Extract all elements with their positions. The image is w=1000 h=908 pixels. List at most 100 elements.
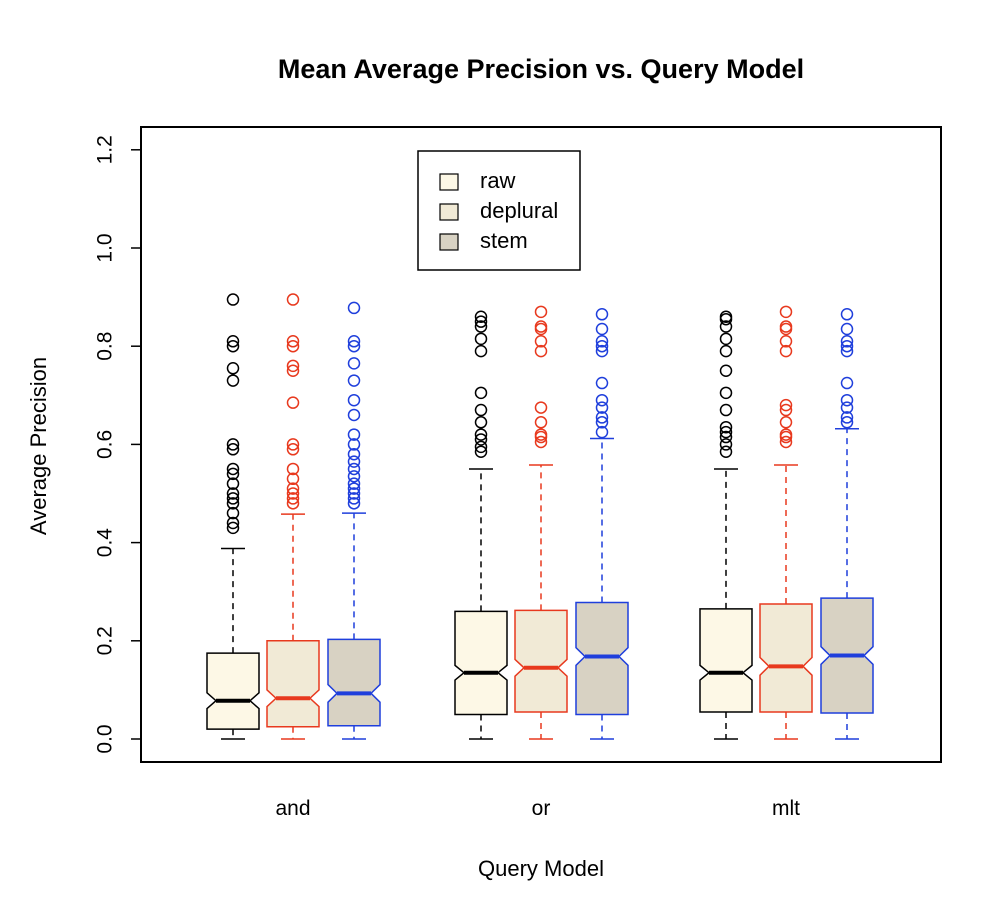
outlier-point bbox=[779, 322, 793, 336]
outlier-point bbox=[286, 462, 300, 476]
outlier-point bbox=[779, 403, 793, 417]
outlier-point bbox=[840, 401, 854, 414]
box-stem-or bbox=[575, 308, 629, 740]
outlier-point bbox=[840, 376, 854, 390]
outlier-point bbox=[286, 396, 300, 409]
outlier-point bbox=[840, 322, 854, 336]
outlier-point bbox=[719, 364, 733, 377]
outlier-point bbox=[286, 364, 300, 377]
outlier-point bbox=[595, 308, 609, 321]
outlier-point bbox=[840, 339, 854, 353]
x-axis-label: Query Model bbox=[478, 856, 604, 881]
box-raw-mlt bbox=[699, 310, 753, 740]
outlier-point bbox=[840, 411, 854, 424]
legend-swatch-stem bbox=[439, 233, 459, 251]
outlier-point bbox=[779, 398, 793, 412]
outlier-point bbox=[347, 492, 361, 505]
outlier-point bbox=[474, 315, 488, 328]
outlier-point bbox=[474, 428, 488, 441]
outlier-point bbox=[226, 487, 240, 500]
y-tick-label: 1.2 bbox=[94, 135, 117, 164]
outlier-point bbox=[347, 477, 361, 490]
box-deplural-and bbox=[266, 293, 320, 740]
legend-swatch-raw bbox=[439, 173, 459, 191]
outlier-point bbox=[534, 322, 548, 336]
outlier-point bbox=[719, 403, 733, 417]
outlier-point bbox=[474, 403, 488, 417]
outlier-point bbox=[474, 445, 488, 459]
box-raw-and bbox=[206, 293, 260, 740]
outlier-point bbox=[286, 443, 300, 456]
box-raw-or bbox=[454, 310, 508, 740]
outlier-point bbox=[286, 293, 300, 306]
legend-swatch-deplural bbox=[439, 203, 459, 221]
outlier-point bbox=[534, 435, 548, 449]
outlier-point bbox=[226, 492, 240, 505]
box-body bbox=[327, 638, 381, 727]
outlier-point bbox=[595, 393, 609, 407]
outlier-point bbox=[779, 435, 793, 449]
outlier-point bbox=[226, 443, 240, 456]
outlier-point bbox=[779, 320, 793, 333]
outlier-point bbox=[595, 339, 609, 353]
outlier-point bbox=[347, 335, 361, 348]
outlier-point bbox=[347, 428, 361, 441]
outlier-point bbox=[474, 440, 488, 454]
legend-label-raw: raw bbox=[480, 168, 516, 193]
outlier-point bbox=[595, 416, 609, 429]
outlier-point bbox=[286, 482, 300, 495]
box-body bbox=[266, 640, 320, 728]
outlier-point bbox=[595, 322, 609, 336]
outlier-point bbox=[474, 320, 488, 333]
y-tick-label: 1.0 bbox=[94, 233, 117, 262]
y-axis-label: Average Precision bbox=[26, 357, 51, 535]
outlier-point bbox=[347, 487, 361, 500]
outlier-point bbox=[595, 425, 609, 439]
outlier-point bbox=[347, 447, 361, 461]
outlier-point bbox=[840, 344, 854, 358]
box-body bbox=[699, 608, 753, 713]
outlier-point bbox=[719, 445, 733, 459]
chart-title: Mean Average Precision vs. Query Model bbox=[278, 54, 804, 84]
outlier-point bbox=[286, 487, 300, 500]
outlier-point bbox=[347, 301, 361, 315]
outlier-point bbox=[286, 497, 300, 510]
outlier-point bbox=[347, 497, 361, 510]
outlier-point bbox=[226, 462, 240, 476]
series-stem bbox=[327, 301, 874, 740]
outlier-point bbox=[779, 416, 793, 429]
outlier-point bbox=[474, 344, 488, 358]
outlier-point bbox=[226, 497, 240, 510]
outlier-point bbox=[474, 332, 488, 346]
outlier-point bbox=[719, 344, 733, 358]
outlier-point bbox=[226, 374, 240, 387]
y-tick-label: 0.8 bbox=[94, 332, 117, 361]
outlier-point bbox=[534, 428, 548, 441]
box-series bbox=[206, 293, 874, 740]
outlier-point bbox=[226, 506, 240, 520]
outlier-point bbox=[595, 376, 609, 390]
legend: raw deplural stem bbox=[417, 150, 581, 271]
outlier-point bbox=[226, 362, 240, 375]
outlier-point bbox=[719, 320, 733, 333]
outlier-point bbox=[840, 308, 854, 321]
outlier-point bbox=[286, 359, 300, 373]
legend-label-deplural: deplural bbox=[480, 198, 558, 223]
outlier-point bbox=[347, 357, 361, 370]
outlier-point bbox=[534, 320, 548, 333]
box-body bbox=[206, 652, 260, 730]
outlier-point bbox=[840, 416, 854, 429]
y-tick-label: 0.0 bbox=[94, 724, 117, 753]
outlier-point bbox=[474, 310, 488, 323]
outlier-point bbox=[347, 462, 361, 476]
outlier-point bbox=[226, 293, 240, 306]
outlier-point bbox=[595, 335, 609, 348]
series-deplural bbox=[266, 293, 813, 740]
outlier-point bbox=[347, 408, 361, 422]
outlier-point bbox=[286, 339, 300, 353]
outlier-point bbox=[779, 305, 793, 319]
y-tick-label: 0.2 bbox=[94, 626, 117, 655]
outlier-point bbox=[347, 339, 361, 353]
outlier-point bbox=[347, 482, 361, 495]
